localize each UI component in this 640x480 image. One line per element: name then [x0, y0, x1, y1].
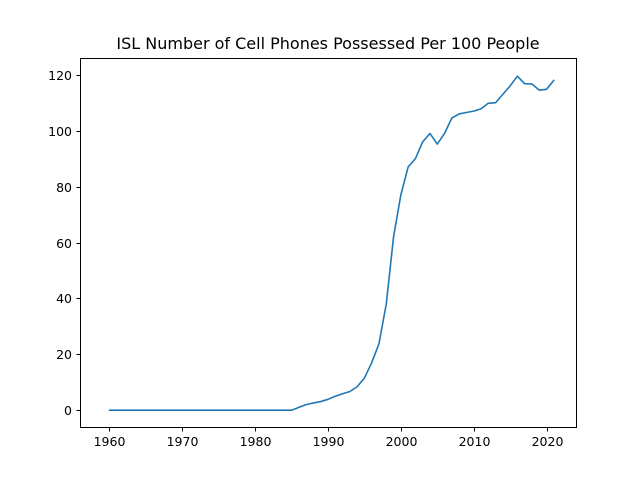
x-tick-label: 2000	[386, 434, 418, 449]
y-tick-label: 40	[56, 291, 72, 306]
x-tick-label: 1980	[240, 434, 272, 449]
x-tick-label: 1970	[167, 434, 199, 449]
y-tick-label: 100	[48, 124, 72, 139]
plot-area-frame	[80, 58, 577, 428]
x-tick-label: 2010	[459, 434, 491, 449]
y-tick-label: 60	[56, 236, 72, 251]
y-tick-label: 80	[56, 180, 72, 195]
y-tick-label: 20	[56, 347, 72, 362]
x-axis-ticks: 1960 1970 1980 1990 2000 2010 2020	[94, 427, 564, 449]
x-tick-label: 1960	[94, 434, 126, 449]
series-line	[108, 75, 555, 412]
y-tick-label: 120	[48, 68, 72, 83]
x-tick-label: 2020	[532, 434, 564, 449]
chart-title: ISL Number of Cell Phones Possessed Per …	[116, 34, 539, 53]
y-tick-label: 0	[64, 403, 72, 418]
y-axis-ticks: 0 20 40 60 80 100 120	[48, 68, 81, 418]
x-tick-label: 1990	[313, 434, 345, 449]
